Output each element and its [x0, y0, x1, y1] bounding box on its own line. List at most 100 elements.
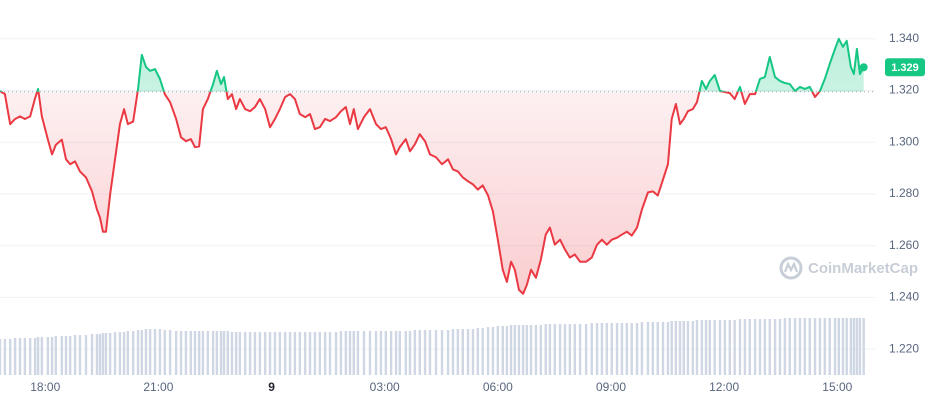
volume-bar [471, 329, 475, 375]
volume-bar [108, 333, 112, 375]
volume-bar [451, 329, 455, 375]
volume-bar [849, 318, 853, 375]
volume-bar [625, 323, 629, 375]
volume-bar [763, 319, 767, 375]
y-tick-label: 1.240 [889, 290, 919, 304]
volume-bar [368, 331, 372, 375]
volume-bar [501, 326, 504, 375]
volume-bar [646, 322, 650, 375]
volume-bar [778, 319, 782, 375]
volume-bar [841, 318, 845, 375]
volume-bar [404, 331, 408, 375]
volume-bar [273, 332, 277, 375]
volume-bar [563, 324, 567, 375]
price-badge-label: 1.329 [891, 62, 919, 74]
volume-bar [456, 329, 460, 375]
volume-bar [513, 325, 517, 375]
x-tick-label: 03:00 [370, 380, 400, 394]
volume-bar [640, 322, 644, 375]
volume-bar [610, 323, 613, 375]
volume-bar [748, 319, 751, 375]
volume-bar [148, 329, 152, 375]
volume-bar [813, 318, 817, 375]
volume-bar [174, 331, 178, 375]
volume-bar [568, 324, 572, 375]
volume-bar [122, 332, 126, 375]
price-line-up [0, 37, 865, 92]
volume-bar [723, 320, 727, 375]
volume-bar [837, 318, 840, 375]
volume-bar [0, 339, 2, 375]
volume-bar [661, 322, 665, 375]
volume-bar [184, 331, 188, 375]
volume-bar [517, 325, 521, 375]
volume-bar [798, 318, 802, 375]
volume-bar [113, 332, 117, 375]
volume-bar [423, 330, 427, 375]
volume-bar [384, 331, 388, 375]
volume-bar [466, 329, 470, 375]
volume-bars [0, 318, 865, 375]
x-tick-label: 15:00 [822, 380, 852, 394]
volume-bar [656, 322, 659, 375]
volume-bar [90, 334, 94, 375]
volume-bar [496, 326, 500, 375]
volume-bar [28, 338, 32, 375]
volume-bar [525, 325, 529, 375]
volume-bar [686, 321, 690, 375]
volume-bar [858, 318, 862, 375]
volume-bar [352, 331, 355, 375]
volume-bar [78, 335, 82, 375]
volume-bar [215, 331, 219, 375]
volume-bar [728, 320, 731, 375]
volume-bar [803, 318, 807, 375]
volume-bar [318, 332, 322, 375]
volume-bar [818, 318, 822, 375]
volume-bar [73, 335, 77, 375]
watermark-text: CoinMarketCap [808, 260, 918, 277]
volume-bar [101, 333, 105, 375]
volume-bar [226, 331, 230, 375]
price-badge [885, 58, 925, 77]
volume-bar [68, 336, 72, 375]
volume-bar [308, 332, 312, 375]
volume-bar [743, 319, 747, 375]
volume-bar [206, 331, 210, 375]
volume-bar [852, 318, 856, 375]
volume-bar [98, 334, 102, 375]
volume-bar [158, 329, 162, 375]
volume-bar [238, 332, 242, 375]
volume-bar [268, 332, 272, 375]
volume-bar [553, 324, 556, 375]
volume-bar [36, 337, 40, 375]
y-tick-label: 1.280 [889, 186, 919, 200]
x-tick-label: 9 [268, 380, 275, 394]
volume-bar [389, 331, 393, 375]
volume-bar [584, 324, 588, 375]
volume-bar [211, 331, 215, 375]
volume-bar [40, 337, 44, 375]
volume-bar [615, 323, 619, 375]
volume-bar [708, 320, 712, 375]
volume-bar [595, 323, 599, 375]
volume-bar [288, 332, 292, 375]
volume-bar [394, 331, 398, 375]
volume-bar [674, 321, 678, 375]
volume-bar [201, 331, 205, 375]
volume-bar [356, 331, 360, 375]
volume-bar [704, 320, 708, 375]
y-tick-label: 1.320 [889, 83, 919, 97]
volume-bar [635, 323, 639, 375]
volume-bar [362, 331, 366, 375]
volume-bar [313, 332, 317, 375]
area-up [0, 38, 864, 92]
volume-bar [118, 332, 122, 375]
volume-bar [328, 332, 332, 375]
volume-bar [418, 330, 421, 375]
volume-bar [33, 338, 37, 375]
volume-bar [163, 330, 167, 375]
volume-bar [84, 335, 88, 375]
volume-bar [258, 332, 262, 375]
volume-bar [50, 337, 54, 375]
